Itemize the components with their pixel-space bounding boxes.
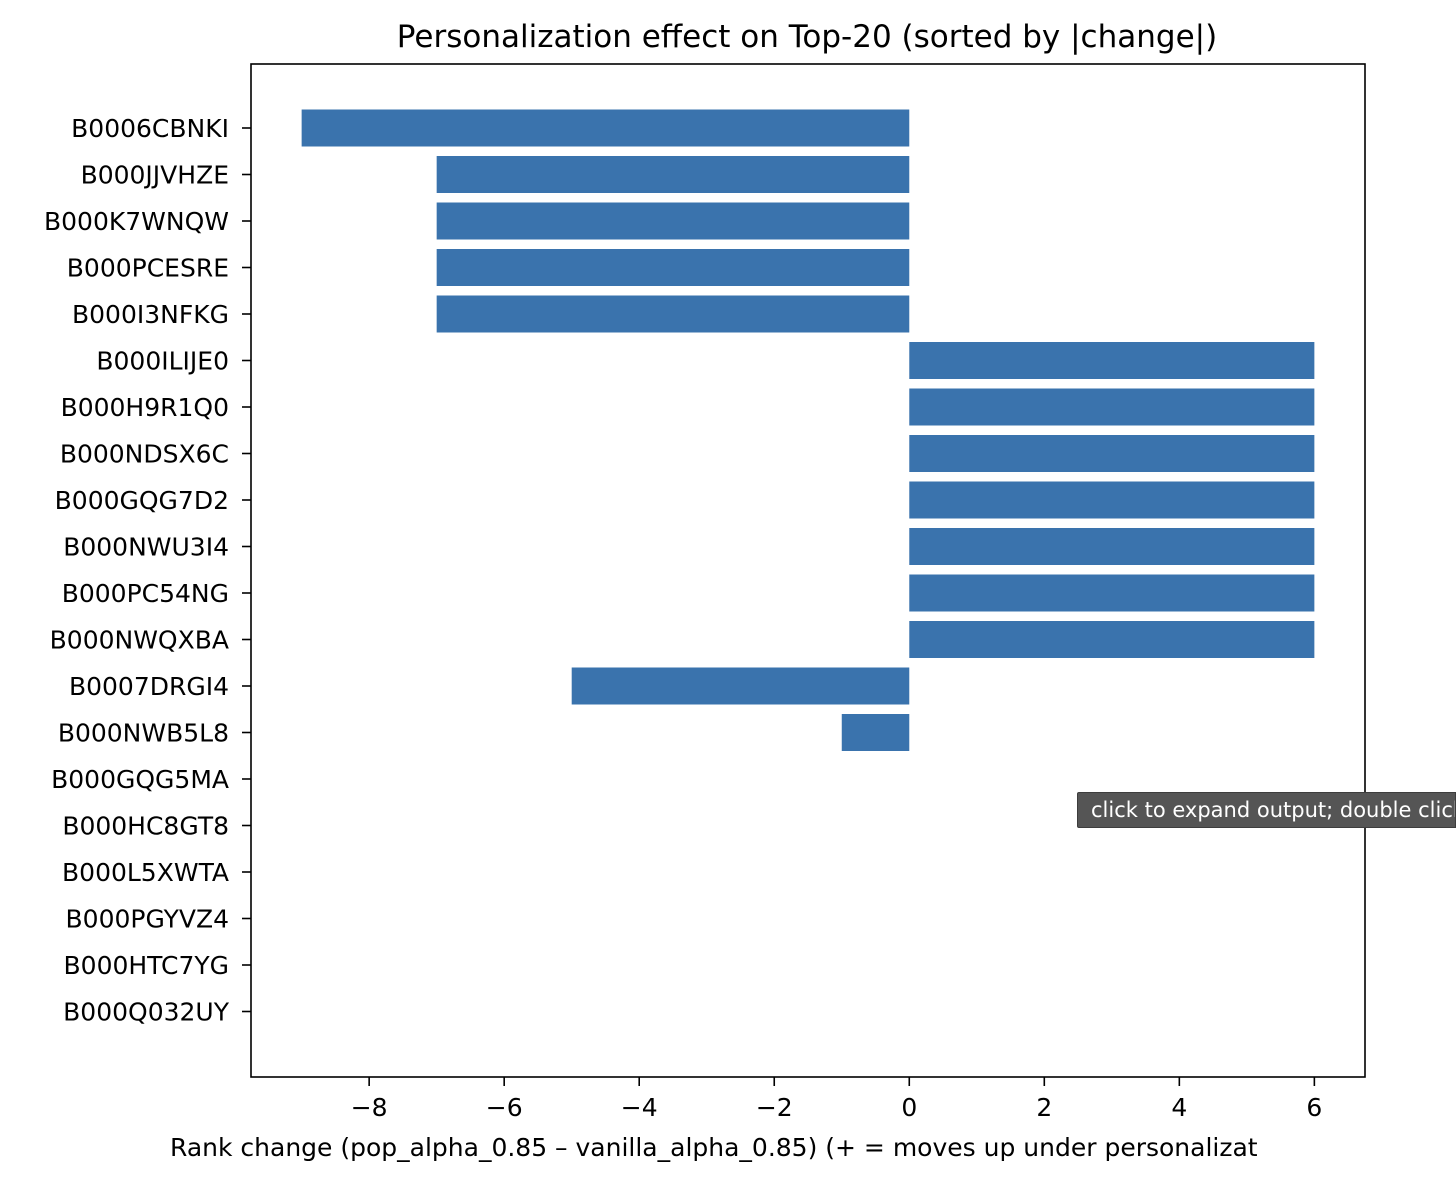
x-tick-label: −8 <box>351 1093 388 1122</box>
y-tick-label: B000H9R1Q0 <box>61 393 229 422</box>
bar-B000PC54NG <box>909 574 1315 612</box>
bar-B000K7WNQW <box>436 202 910 240</box>
bar-B000NWB5L8 <box>841 714 910 751</box>
y-tick-label: B000PGYVZ4 <box>66 905 229 934</box>
bar-B000JJVHZE <box>436 156 910 193</box>
bar-B0007DRGI4 <box>571 667 910 705</box>
y-tick-label: B000Q032UY <box>63 998 230 1027</box>
bar-B000NWQXBA <box>909 621 1315 658</box>
y-tick-label: B000NWB5L8 <box>58 719 229 748</box>
y-tick-label: B000HTC7YG <box>64 951 229 980</box>
bar-B000PCESRE <box>436 249 910 286</box>
axes-frame <box>250 63 1366 1078</box>
bar-B000GQG7D2 <box>909 481 1315 519</box>
bar-B000NWU3I4 <box>909 528 1315 565</box>
y-tick-label: B000K7WNQW <box>44 207 229 236</box>
y-tick-label: B000L5XWTA <box>62 858 229 887</box>
y-tick-label: B000ILIJE0 <box>96 347 229 376</box>
y-tick-label: B000I3NFKG <box>72 300 229 329</box>
bars <box>301 109 1315 751</box>
tooltip-text: click to expand output; double click <box>1091 798 1456 822</box>
y-tick-label: B000NWQXBA <box>50 626 229 655</box>
y-tick-label: B000NDSX6C <box>60 440 229 469</box>
y-tick-label: B000HC8GT8 <box>62 812 229 841</box>
y-tick-label: B000GQG7D2 <box>55 486 229 515</box>
chart-title: Personalization effect on Top-20 (sorted… <box>397 19 1217 55</box>
x-tick-label: 0 <box>901 1093 917 1122</box>
y-tick-label: B000PCESRE <box>67 254 229 283</box>
x-tick-label: −6 <box>486 1093 523 1122</box>
bar-B000H9R1Q0 <box>909 388 1315 426</box>
bar-B000ILIJE0 <box>909 342 1315 379</box>
x-axis-ticks: −8 −6 −4 −2 0 2 4 6 <box>351 1077 1322 1122</box>
x-tick-label: −2 <box>756 1093 793 1122</box>
y-axis-ticks: B0006CBNKI B000JJVHZE B000K7WNQW B000PCESRE… <box>44 114 251 1027</box>
y-tick-label: B000JJVHZE <box>81 161 229 190</box>
x-tick-label: 4 <box>1171 1093 1187 1122</box>
y-tick-label: B000GQG5MA <box>51 765 229 794</box>
y-tick-label: B000NWU3I4 <box>63 533 229 562</box>
x-tick-label: 2 <box>1036 1093 1052 1122</box>
x-axis-label: Rank change (pop_alpha_0.85 – vanilla_al… <box>170 1133 1258 1162</box>
y-tick-label: B0006CBNKI <box>71 114 229 143</box>
x-tick-label: 6 <box>1306 1093 1322 1122</box>
bar-B000I3NFKG <box>436 295 910 333</box>
x-tick-label: −4 <box>621 1093 658 1122</box>
y-tick-label: B0007DRGI4 <box>69 672 229 701</box>
output-tooltip: click to expand output; double click <box>1077 792 1456 828</box>
y-tick-label: B000PC54NG <box>62 579 229 608</box>
bar-B0006CBNKI <box>301 109 910 147</box>
bar-B000NDSX6C <box>909 435 1315 472</box>
